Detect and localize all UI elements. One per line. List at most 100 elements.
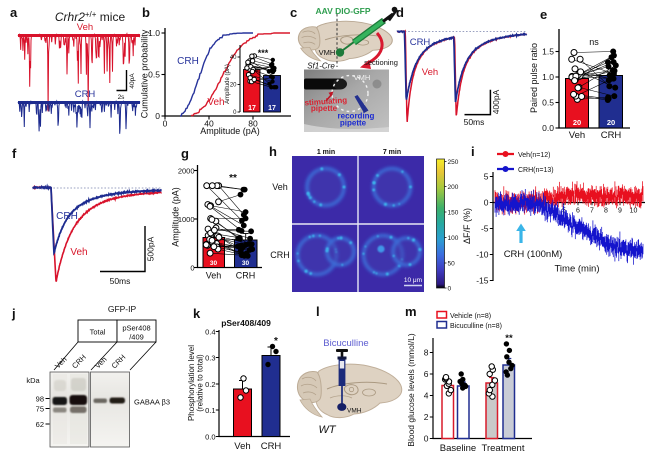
- svg-text:10 μm: 10 μm: [404, 277, 422, 284]
- svg-text:recording: recording: [338, 112, 375, 121]
- svg-text:h: h: [269, 144, 277, 159]
- svg-text:150: 150: [448, 209, 459, 216]
- svg-text:0: 0: [424, 434, 429, 444]
- svg-text:k: k: [193, 306, 201, 321]
- svg-text:Bicuculline (n=8): Bicuculline (n=8): [450, 323, 502, 330]
- svg-text:1.5: 1.5: [542, 47, 554, 57]
- svg-text:Blood glucose levels (mmol/L): Blood glucose levels (mmol/L): [406, 333, 416, 447]
- svg-text:0.5: 0.5: [542, 98, 554, 108]
- svg-text:0.2: 0.2: [205, 380, 215, 389]
- svg-text:Amplitude (pA): Amplitude (pA): [171, 187, 181, 247]
- svg-text:CRH: CRH: [601, 130, 622, 141]
- svg-text:1 min: 1 min: [317, 149, 335, 156]
- svg-text:CRH: CRH: [410, 37, 431, 48]
- svg-text:j: j: [11, 306, 16, 321]
- svg-text:250: 250: [448, 159, 459, 166]
- svg-text:CRH: CRH: [270, 250, 290, 260]
- svg-text:pSer408/409: pSer408/409: [221, 318, 271, 328]
- svg-text:17: 17: [248, 105, 256, 112]
- svg-text:0: 0: [190, 264, 194, 273]
- svg-text:75: 75: [36, 404, 44, 413]
- svg-text:40: 40: [230, 55, 237, 61]
- svg-text:e: e: [540, 7, 547, 22]
- svg-text:Sf1-Cre: Sf1-Cre: [307, 62, 335, 71]
- svg-text:Total: Total: [90, 328, 106, 337]
- svg-text:ΔF/F (%): ΔF/F (%): [462, 208, 472, 244]
- svg-text:6: 6: [576, 208, 580, 215]
- svg-text:0.0: 0.0: [542, 123, 554, 133]
- svg-text:50ms: 50ms: [464, 117, 485, 127]
- svg-text:VMH: VMH: [354, 73, 371, 82]
- svg-text:Treatment: Treatment: [482, 443, 525, 454]
- svg-text:Amplitude (pA): Amplitude (pA): [200, 126, 260, 136]
- svg-text:6: 6: [424, 369, 429, 379]
- svg-text:9: 9: [618, 208, 622, 215]
- svg-text:pSer408: pSer408: [122, 324, 150, 333]
- svg-text:400pA: 400pA: [491, 89, 501, 114]
- svg-text:1.0: 1.0: [148, 28, 160, 38]
- svg-text:-10: -10: [476, 250, 489, 260]
- svg-text:7: 7: [590, 208, 594, 215]
- svg-text:Baseline: Baseline: [440, 443, 476, 454]
- svg-text:1000: 1000: [178, 215, 195, 224]
- svg-text:Phosphorylation level: Phosphorylation level: [187, 345, 196, 421]
- svg-text:50: 50: [448, 260, 456, 267]
- svg-text:Cumulative probability: Cumulative probability: [140, 29, 150, 118]
- svg-text:i: i: [471, 144, 475, 159]
- svg-text:CRH(n=13): CRH(n=13): [518, 167, 554, 174]
- svg-text:0: 0: [163, 119, 168, 129]
- svg-text:VMH: VMH: [347, 408, 362, 415]
- svg-text:8: 8: [604, 208, 608, 215]
- svg-text:a: a: [10, 5, 18, 20]
- svg-text:500pA: 500pA: [146, 236, 156, 261]
- svg-text:0.1: 0.1: [205, 406, 215, 415]
- svg-text:0.4: 0.4: [205, 327, 215, 336]
- svg-text:m: m: [405, 304, 417, 319]
- svg-text:sectioning: sectioning: [364, 58, 398, 67]
- svg-text:CRH: CRH: [261, 441, 282, 452]
- svg-text:Veh(n=12): Veh(n=12): [518, 152, 551, 159]
- svg-text:VMH: VMH: [319, 48, 336, 57]
- svg-text:g: g: [181, 146, 189, 161]
- svg-text:0.3: 0.3: [205, 353, 215, 362]
- svg-text:40: 40: [204, 119, 214, 129]
- svg-text:40pA: 40pA: [129, 73, 136, 89]
- svg-text:80: 80: [248, 119, 258, 129]
- svg-text:Veh: Veh: [206, 271, 222, 281]
- svg-text:Bicuculline: Bicuculline: [323, 338, 368, 349]
- svg-text:Time (min): Time (min): [554, 264, 599, 275]
- svg-text:Vehicle (n=8): Vehicle (n=8): [450, 313, 491, 320]
- svg-text:WT: WT: [318, 424, 336, 436]
- svg-text:(relative to total): (relative to total): [196, 354, 205, 412]
- svg-text:GFP-IP: GFP-IP: [108, 304, 137, 314]
- svg-text:17: 17: [268, 105, 276, 112]
- svg-text:**: **: [229, 173, 237, 184]
- svg-text:20: 20: [573, 118, 581, 127]
- svg-text:GABAA β3: GABAA β3: [134, 398, 170, 407]
- svg-text:7 min: 7 min: [383, 149, 401, 156]
- svg-text:CRH: CRH: [177, 56, 199, 67]
- svg-text:/409: /409: [129, 333, 144, 342]
- svg-text:Veh: Veh: [569, 130, 585, 141]
- svg-text:8: 8: [424, 348, 429, 358]
- svg-text:Veh: Veh: [234, 441, 250, 452]
- svg-text:CRH (100nM): CRH (100nM): [504, 249, 563, 260]
- svg-text:20: 20: [230, 83, 237, 89]
- svg-text:pipette: pipette: [311, 104, 338, 113]
- svg-text:CRH: CRH: [75, 89, 96, 100]
- svg-text:0: 0: [448, 285, 452, 292]
- svg-text:30: 30: [210, 260, 218, 267]
- svg-text:62: 62: [36, 420, 44, 429]
- svg-text:Paired pulse ratio: Paired pulse ratio: [529, 43, 539, 113]
- svg-text:0: 0: [484, 198, 489, 208]
- svg-text:20: 20: [607, 118, 615, 127]
- svg-text:2: 2: [424, 412, 429, 422]
- svg-text:CRH: CRH: [56, 211, 78, 222]
- svg-text:0: 0: [155, 111, 160, 121]
- svg-text:Crhr2+/+ mice: Crhr2+/+ mice: [55, 10, 126, 24]
- svg-text:Veh: Veh: [77, 22, 93, 33]
- svg-text:l: l: [316, 304, 320, 319]
- svg-text:50ms: 50ms: [110, 276, 131, 286]
- svg-text:10: 10: [630, 208, 638, 215]
- svg-text:5: 5: [484, 172, 489, 182]
